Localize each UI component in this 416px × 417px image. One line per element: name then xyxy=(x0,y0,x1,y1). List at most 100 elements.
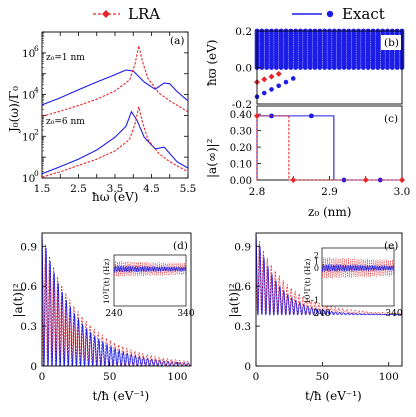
x-axis-label: t/ħ (eV⁻¹) xyxy=(305,389,362,403)
legend-lra-marker xyxy=(102,10,110,18)
y-tick-label: 0.3 xyxy=(20,321,37,333)
marker-lra xyxy=(399,177,405,183)
series-exact xyxy=(256,233,402,317)
y-axis-label: |a(t)|² xyxy=(11,283,25,317)
bound-exact-point xyxy=(283,79,289,85)
series-lra-z1 xyxy=(41,45,189,117)
y-axis-label: |a(t)|² xyxy=(227,283,241,317)
legend-exact-marker xyxy=(326,10,334,18)
inset-y-tick-label: -1 xyxy=(311,296,319,305)
y-tick-label: 10 xyxy=(22,48,35,60)
annotation-z6: z₀=6 nm xyxy=(46,117,85,127)
marker-lra xyxy=(290,177,297,183)
y-tick-label: 0.00 xyxy=(230,176,252,187)
y-axis-label: ħϖ (eV) xyxy=(205,40,219,86)
inset-y-tick-label: 0 xyxy=(314,264,319,273)
y-tick-label: 0.40 xyxy=(230,110,252,121)
x-tick-label: 3.0 xyxy=(394,186,411,198)
inset-y-tick-label: 1 xyxy=(314,258,319,267)
bound-exact-point xyxy=(290,76,296,81)
legend: LRA Exact xyxy=(93,5,385,23)
y-tick-label: 0.20 xyxy=(230,143,252,154)
legend-exact-label: Exact xyxy=(342,5,385,23)
panel-e-frame xyxy=(255,232,403,367)
x-axis-label: ħω (eV) xyxy=(92,190,138,204)
y-tick-label: 10 xyxy=(22,90,35,102)
inset-x-tick-label: 240 xyxy=(105,309,122,319)
bound-exact-point xyxy=(269,87,274,92)
plot-area xyxy=(256,233,402,317)
series-exact-z6 xyxy=(41,110,189,175)
inset-y-label: 10³Γ(t) (Hz) xyxy=(102,259,111,304)
x-tick-label: 3.5 xyxy=(107,183,124,195)
bound-lra-point xyxy=(275,70,282,77)
x-tick-label: 0 xyxy=(39,371,46,383)
x-tick-label: 2.5 xyxy=(70,183,87,195)
y-tick-label: 10 xyxy=(22,173,35,185)
x-axis-label: z₀ (nm) xyxy=(308,205,351,219)
y-tick-label: 0.2 xyxy=(235,26,252,38)
y-tick-label: 0.9 xyxy=(20,241,37,253)
panel-label-d: (d) xyxy=(173,240,188,252)
y-tick-exponent: 2 xyxy=(34,127,39,136)
annotation-z1: z₀=1 nm xyxy=(46,53,85,63)
y-tick-label: 0.3 xyxy=(234,321,251,333)
inset-plot xyxy=(322,257,394,279)
inset-x-tick-label: 340 xyxy=(385,309,402,319)
x-tick-label: 1.5 xyxy=(34,183,51,195)
y-tick-exponent: 6 xyxy=(34,44,39,53)
inset-series-exact xyxy=(322,263,394,273)
x-tick-label: 50 xyxy=(316,371,329,383)
y-tick-label: 0.10 xyxy=(230,160,252,171)
y-tick-label: 0 xyxy=(244,361,251,373)
y-tick-exponent: 4 xyxy=(34,86,39,95)
y-tick-label: 0.0 xyxy=(235,63,252,75)
bound-lra-point xyxy=(261,76,268,83)
panel-b: -0.2 0.0 0.2 (b) ħϖ (eV) xyxy=(205,26,405,111)
inset-series-exact xyxy=(114,265,186,273)
x-tick-label: 5.5 xyxy=(180,183,197,195)
x-tick-label: 0 xyxy=(253,371,260,383)
panel-label-e: (e) xyxy=(384,240,398,252)
panel-label-b: (b) xyxy=(384,37,399,49)
inset-y-label: 10³Γ(t) (Hz) xyxy=(303,259,312,304)
x-tick-label: 2.9 xyxy=(321,186,338,198)
x-tick-label: 4.5 xyxy=(143,183,160,195)
y-axis-label: |a(∞)|² xyxy=(205,138,219,178)
y-tick-label: 0.9 xyxy=(234,241,251,253)
y-tick-label: 0 xyxy=(30,361,37,373)
y-tick-label: 0.30 xyxy=(230,127,252,138)
panel-label-a: (a) xyxy=(170,35,184,47)
inset-y-tick-label: 2 xyxy=(314,251,319,260)
marker-exact xyxy=(269,113,274,119)
panel-d-frame xyxy=(41,232,192,367)
x-axis-label: t/ħ (eV⁻¹) xyxy=(93,389,150,403)
x-tick-label: 100 xyxy=(379,371,399,383)
x-tick-label: 2.8 xyxy=(249,186,266,198)
inset-series-lra xyxy=(114,261,186,277)
y-tick-label: -0.2 xyxy=(232,99,252,111)
marker-lra xyxy=(362,177,369,183)
series-lra-z6 xyxy=(41,106,189,178)
panel-label-bg xyxy=(381,35,401,50)
inset-series-lra xyxy=(322,257,394,279)
y-axis-label: J₀(ω)/Γ₀ xyxy=(7,86,21,134)
y-tick-label: 0.6 xyxy=(234,281,251,293)
inset-plot xyxy=(114,261,186,277)
y-tick-exponent: 0 xyxy=(34,169,39,178)
y-tick-label: 0.6 xyxy=(20,281,37,293)
bound-exact-point xyxy=(276,83,282,89)
marker-exact xyxy=(341,177,347,183)
marker-lra xyxy=(254,112,260,119)
bound-exact-point xyxy=(261,90,267,96)
x-tick-label: 50 xyxy=(103,371,116,383)
marker-exact xyxy=(377,177,383,183)
x-tick-label: 100 xyxy=(167,371,187,383)
marker-exact xyxy=(308,113,314,119)
y-tick-label: 10 xyxy=(22,131,35,143)
panel-label-c: (c) xyxy=(384,113,398,125)
panel-d: 0 50 100 0 0.3 0.6 0.9 240 340 10³Γ(t) (Hz) (d) |a(… xyxy=(11,232,195,403)
